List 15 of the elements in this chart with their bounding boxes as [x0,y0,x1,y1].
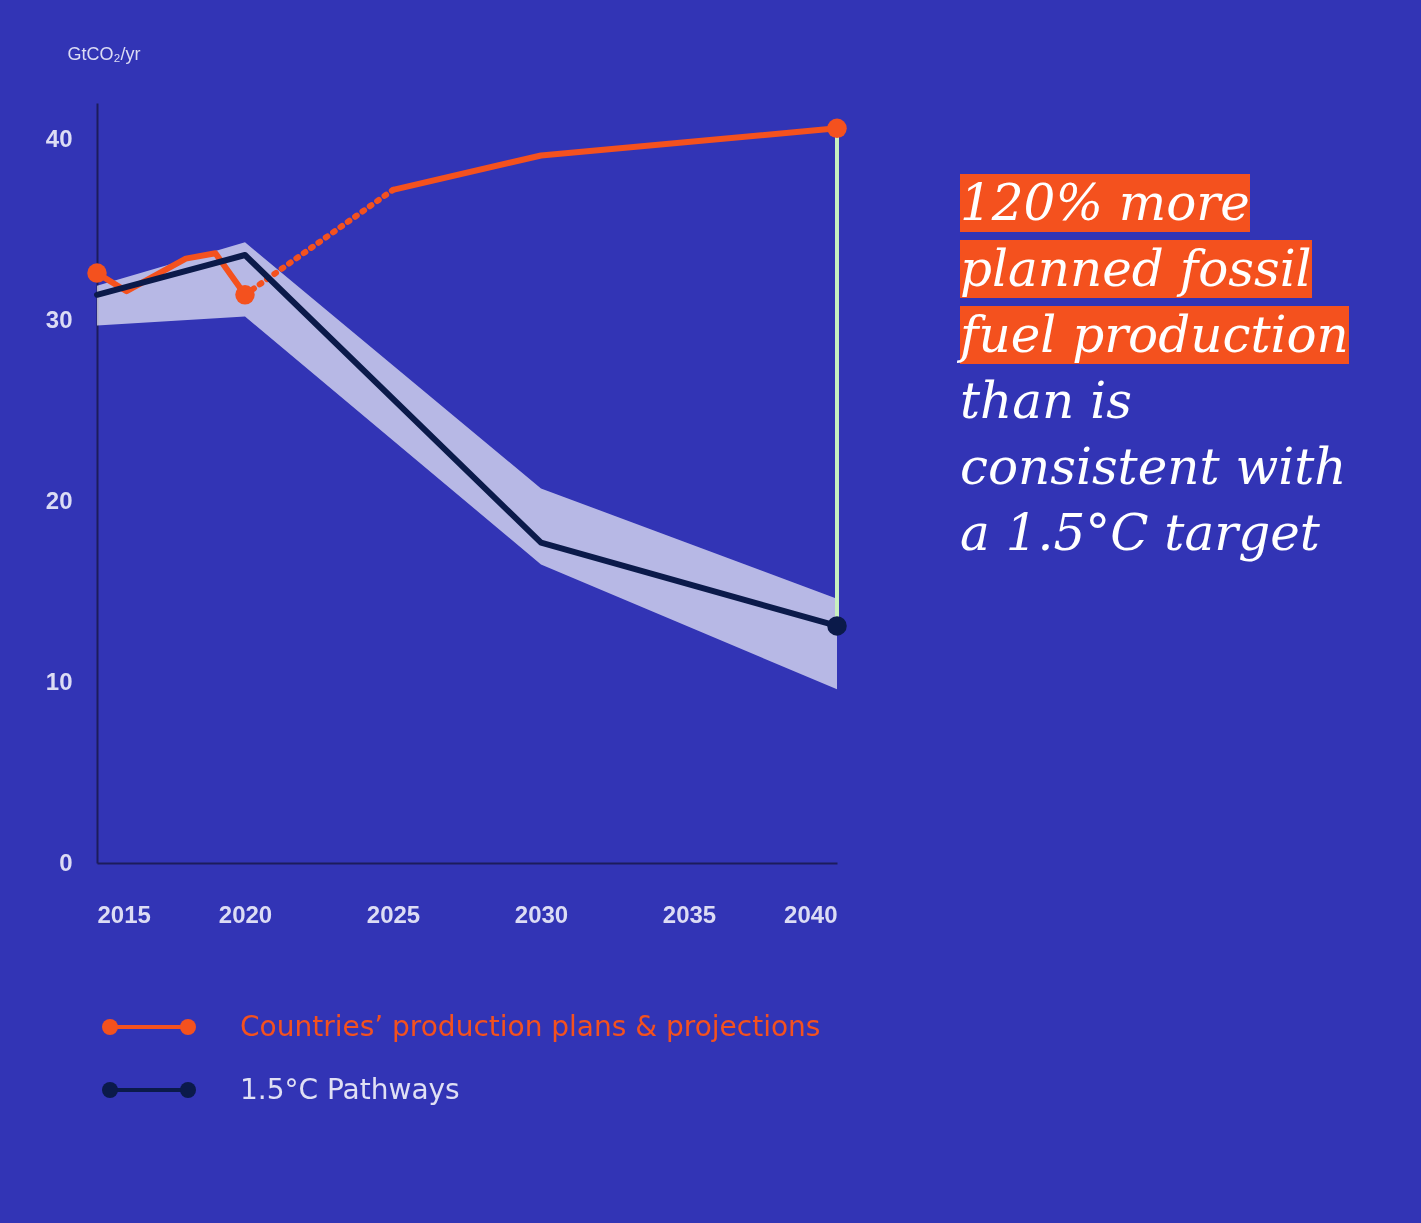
y-tick-label: 30 [45,305,73,333]
x-tick-label: 2030 [514,900,569,928]
y-tick-label: 0 [59,848,73,876]
x-tick-label: 2025 [366,900,421,928]
legend-label: Countries’ production plans & projections [240,1010,821,1043]
x-tick-label: 2020 [218,900,273,928]
x-tick-label: 2035 [662,900,717,928]
y-tick-label: 20 [45,486,73,514]
text: than is consistent with a 1.5°C target [960,372,1347,562]
y-tick-label: 10 [45,667,73,695]
y-tick-label: 40 [45,124,73,152]
x-tick-label: 2040 [784,900,838,928]
x-tick-label: 2015 [97,900,151,928]
y-axis-title: GtCO₂/yr [67,43,141,64]
legend-label: 1.5°C Pathways [240,1073,460,1106]
